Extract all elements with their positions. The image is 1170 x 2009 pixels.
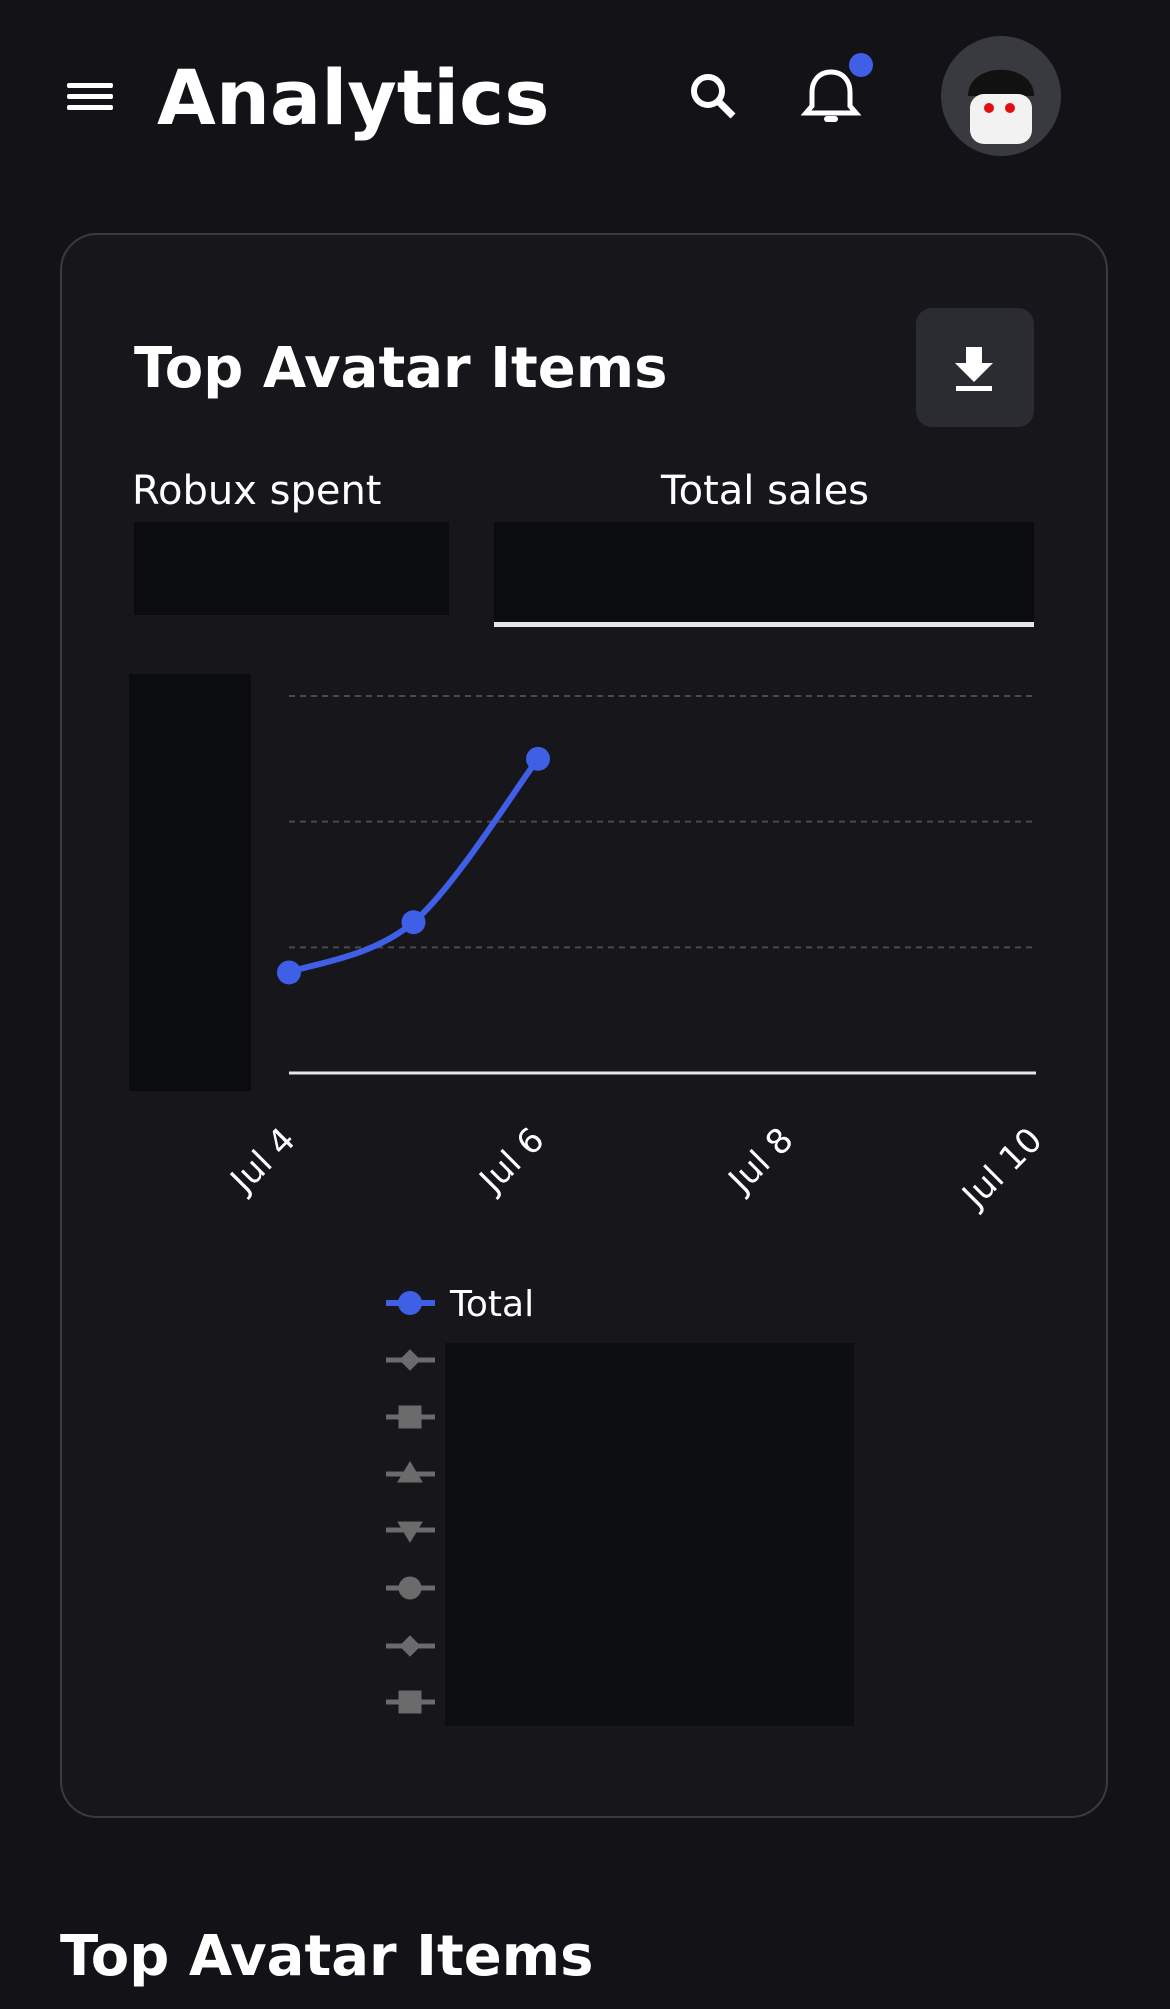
legend-swatch [398, 1291, 422, 1315]
tab-indicator [494, 622, 1034, 627]
redacted [134, 522, 449, 615]
redacted [129, 674, 251, 1091]
legend-label: Total [449, 1284, 534, 1325]
download-button[interactable] [916, 308, 1034, 427]
menu-button[interactable] [67, 83, 113, 110]
search-button[interactable] [691, 74, 736, 119]
card-title: Top Avatar Items [134, 336, 667, 401]
redacted [445, 1343, 854, 1726]
point [401, 910, 426, 935]
legend: Total [386, 1284, 534, 1325]
avatar-button[interactable] [941, 36, 1061, 156]
point [277, 960, 301, 985]
page-title: Analytics [157, 53, 549, 142]
legend-other [386, 1349, 435, 1714]
tab[interactable]: Total sales [660, 468, 869, 514]
redacted [494, 522, 1034, 623]
tab[interactable]: Robux spent [132, 468, 381, 514]
section-title: Top Avatar Items [60, 1924, 593, 1989]
point [526, 746, 550, 771]
notifications-button[interactable] [800, 53, 873, 122]
